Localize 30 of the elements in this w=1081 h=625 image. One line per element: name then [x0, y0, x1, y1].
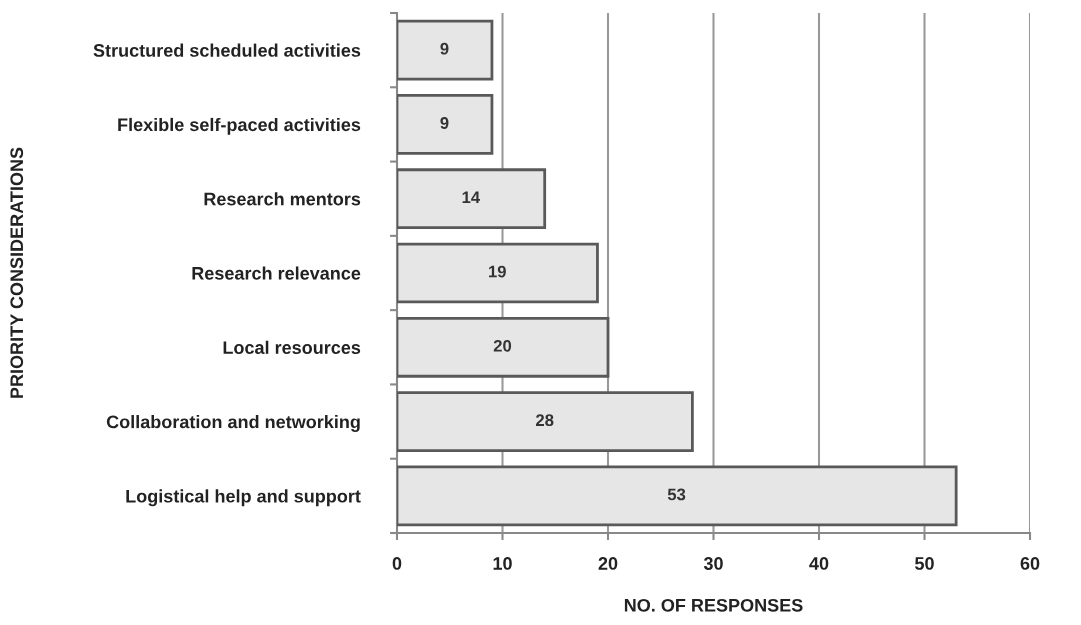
bar — [397, 94, 494, 155]
y-tick-label: Logistical help and support — [126, 489, 361, 507]
bar — [397, 242, 599, 304]
bar — [397, 168, 547, 230]
x-tick-label: 60 — [1020, 557, 1040, 570]
x-tick-label: 20 — [598, 557, 618, 570]
data-label: 9 — [440, 117, 449, 129]
data-label: 19 — [489, 265, 506, 278]
y-tick-label: Structured scheduled activities — [93, 43, 361, 57]
x-tick-label: 30 — [703, 557, 723, 570]
bar — [397, 19, 494, 81]
x-tick-label: 50 — [915, 557, 934, 570]
bar — [397, 391, 694, 452]
x-tick-label: 40 — [809, 557, 829, 570]
data-label: 20 — [493, 339, 512, 352]
y-axis-title: PRIORITY CONSIDERATIONS — [10, 147, 24, 398]
data-label: 14 — [462, 191, 481, 204]
x-axis-title: NO. OF RESPONSES — [624, 598, 803, 612]
x-tick-label: 0 — [392, 557, 402, 570]
data-label: 28 — [536, 414, 554, 427]
data-label: 53 — [667, 488, 686, 501]
y-tick-label: Flexible self-paced activities — [118, 117, 361, 135]
x-tick-label: 10 — [493, 557, 512, 570]
y-tick-label: Research relevance — [192, 266, 361, 280]
y-tick-label: Local resources — [223, 340, 361, 355]
y-tick-label: Collaboration and networking — [106, 415, 360, 432]
y-tick-label: Research mentors — [204, 192, 361, 206]
data-label: 9 — [440, 42, 449, 55]
bar — [397, 316, 610, 378]
bar — [397, 465, 958, 527]
